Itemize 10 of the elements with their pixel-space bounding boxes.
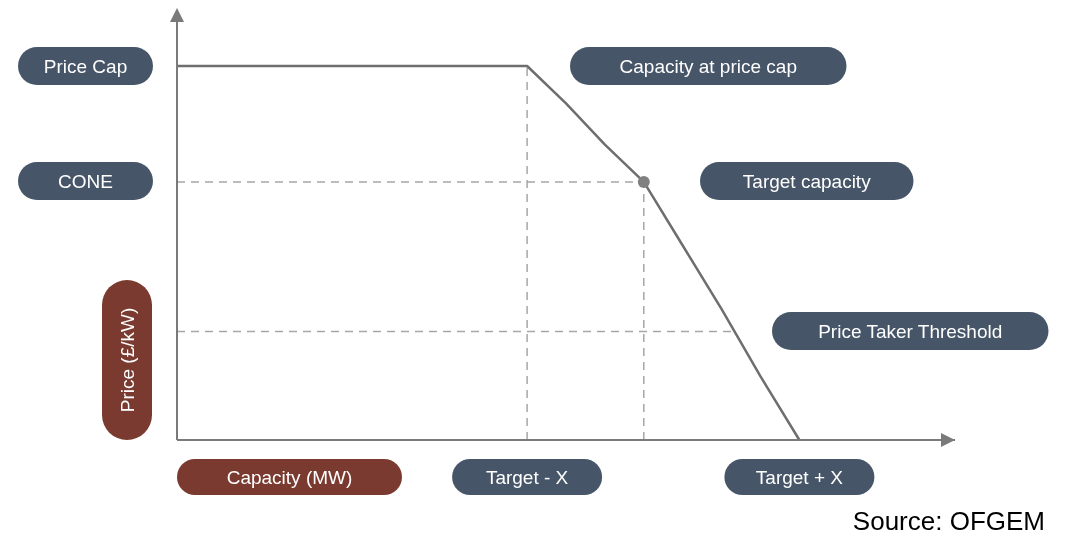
x-axis-title: Capacity (MW) <box>226 466 353 488</box>
y-axis-title: Price (£/kW) <box>116 307 138 413</box>
annotation: Target capacity <box>742 170 872 192</box>
annotation: Capacity at price cap <box>619 55 797 77</box>
annotation: Price Taker Threshold <box>818 320 1003 342</box>
x-tick-label: Target - X <box>485 466 569 488</box>
source-note: Source: OFGEM <box>852 506 1045 536</box>
x-tick-label: Target + X <box>755 466 844 488</box>
text: Price Cap <box>43 55 128 77</box>
text: CONE <box>58 170 113 192</box>
